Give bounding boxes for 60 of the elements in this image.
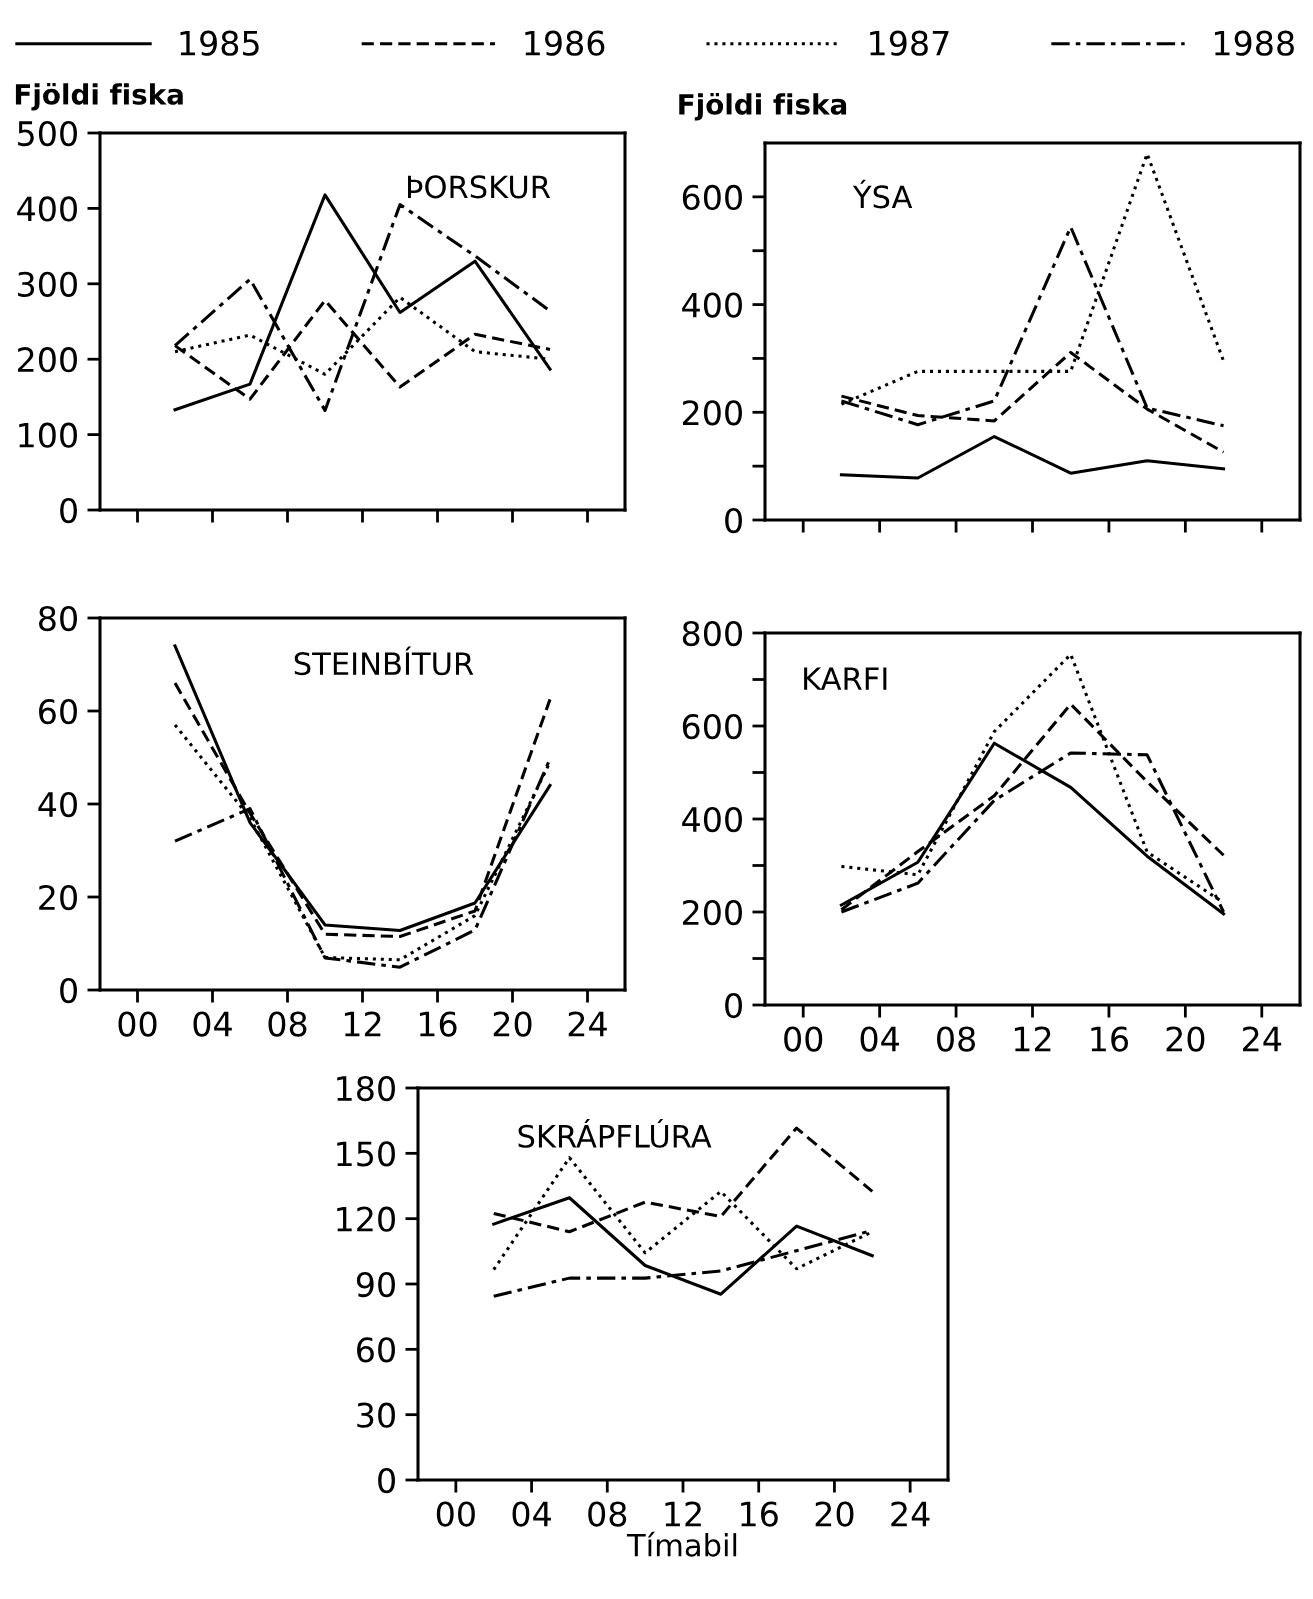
x-tick-label: 04 [512, 1501, 551, 1527]
x-tick-label: 00 [436, 1501, 475, 1527]
y-tick-label: 60 [357, 1337, 395, 1363]
y-tick-label: 40 [38, 791, 77, 818]
x-tick-label: 00 [784, 1026, 823, 1052]
x-tick-label: 08 [268, 1011, 307, 1037]
x-tick-label: 12 [665, 1501, 701, 1527]
y-tick-label: 0 [378, 1467, 395, 1494]
x-tick-label: 04 [193, 1011, 232, 1037]
x-tick-label: 20 [1166, 1026, 1205, 1052]
x-axis-title: Tímabil [626, 1531, 737, 1557]
y-tick-label: 200 [682, 400, 742, 426]
y-tick-label: 90 [356, 1271, 395, 1298]
y-tick-label: 0 [725, 992, 742, 1019]
y-tick-label: 300 [18, 271, 77, 297]
x-tick-label: 24 [891, 1501, 930, 1527]
y-tick-label: 120 [337, 1206, 395, 1232]
x-tick-label: 08 [937, 1026, 975, 1052]
y-tick-label: 400 [17, 196, 77, 222]
y-tick-label: 500 [18, 120, 77, 147]
legend-label: 1985 [180, 30, 259, 56]
x-tick-label: 20 [493, 1011, 532, 1037]
x-tick-label: 16 [419, 1011, 457, 1037]
text: KARFI [804, 667, 887, 690]
y-tick-label: 60 [39, 698, 77, 725]
text: ÞORSKUR [408, 175, 551, 199]
y-tick-label: 200 [17, 347, 77, 373]
y-tick-label: 0 [725, 507, 742, 534]
y-tick-label: 400 [682, 292, 742, 318]
y-tick-label: 400 [682, 806, 742, 833]
y-tick-label: 150 [337, 1141, 395, 1167]
y-tick-label: 0 [60, 977, 77, 1004]
x-tick-label: 16 [1091, 1026, 1129, 1052]
x-tick-label: 24 [1243, 1026, 1282, 1052]
y-tick-label: 200 [682, 899, 742, 926]
text: SKRÁPFLÚRA [518, 1119, 712, 1148]
y-tick-label: 600 [682, 713, 742, 740]
x-tick-label: 12 [344, 1011, 381, 1037]
y-tick-label: 20 [39, 884, 77, 911]
legend-label: 1987 [870, 30, 949, 56]
y-tick-label: 80 [39, 605, 77, 632]
x-tick-label: 00 [118, 1011, 157, 1037]
x-tick-label: 24 [568, 1011, 607, 1037]
x-tick-label: 20 [815, 1501, 854, 1527]
text: ÝSA [852, 179, 913, 209]
y-tick-label: 30 [357, 1402, 395, 1428]
y-axis-title: Fjöldi fiska [15, 82, 183, 111]
legend-label: 1988 [1214, 30, 1294, 56]
y-tick-label: 180 [337, 1075, 395, 1102]
legend-label: 1986 [525, 30, 605, 56]
y-axis-title: Fjöldi fiska [679, 92, 847, 121]
y-tick-label: 0 [60, 497, 77, 524]
y-tick-label: 600 [682, 184, 742, 210]
x-tick-label: 04 [860, 1026, 899, 1052]
text: STEINBÍTUR [294, 646, 474, 676]
y-tick-label: 100 [19, 422, 77, 448]
x-tick-label: 08 [588, 1501, 627, 1527]
x-tick-label: 16 [741, 1501, 778, 1527]
x-tick-label: 12 [1014, 1026, 1051, 1052]
y-tick-label: 800 [682, 620, 742, 647]
